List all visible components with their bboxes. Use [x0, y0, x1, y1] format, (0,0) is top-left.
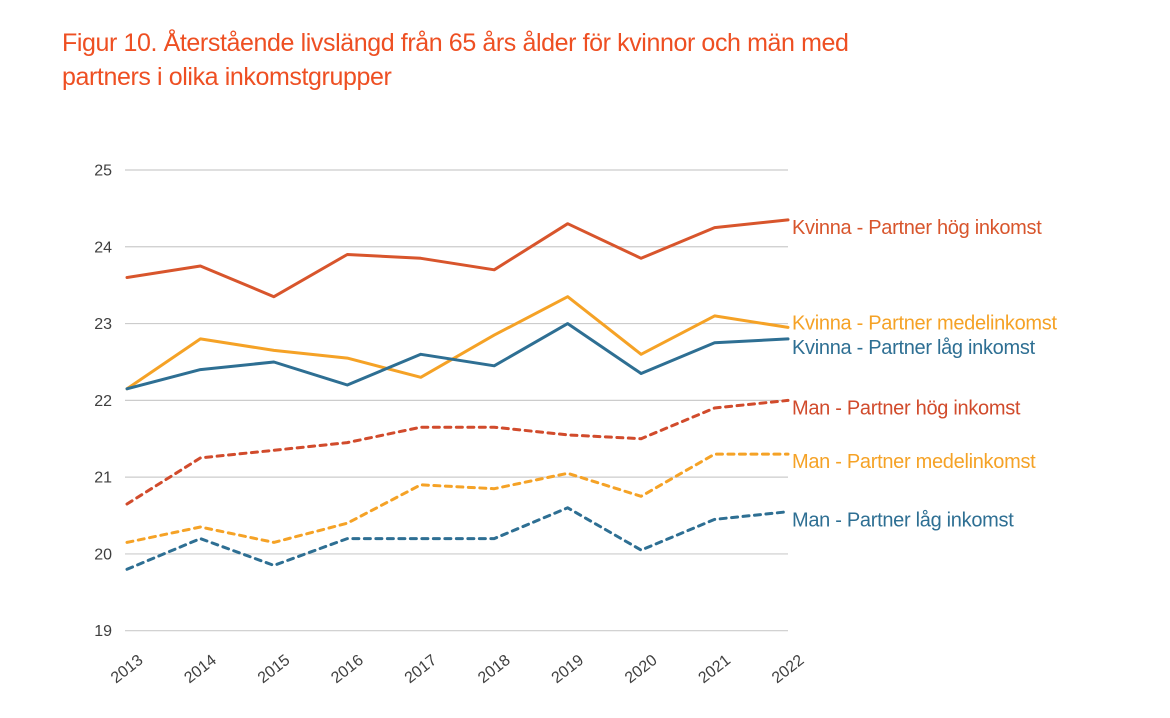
legend-label-kvinna-partner-medelinkomst: Kvinna - Partner medelinkomst — [792, 312, 1057, 334]
legend-label-man-partner-l-g-inkomst: Man - Partner låg inkomst — [792, 510, 1014, 532]
x-tick-label: 2017 — [402, 652, 441, 687]
x-tick-label: 2020 — [622, 652, 661, 687]
y-tick-label: 24 — [94, 239, 112, 256]
series-line-kvinna-partner-l-g-inkomst — [125, 322, 790, 391]
x-tick-label: 2015 — [255, 652, 294, 687]
y-tick-label: 21 — [94, 470, 112, 487]
legend-label-kvinna-partner-l-g-inkomst: Kvinna - Partner låg inkomst — [792, 337, 1036, 359]
series-line-man-partner-medelinkomst — [125, 452, 790, 544]
series-line-man-partner-l-g-inkomst — [125, 506, 790, 571]
x-tick-label: 2018 — [475, 652, 514, 687]
x-tick-label: 2022 — [769, 652, 808, 687]
series-line-kvinna-partner-h-g-inkomst — [125, 218, 790, 299]
legend-label-man-partner-medelinkomst: Man - Partner medelinkomst — [792, 451, 1036, 473]
y-tick-label: 22 — [94, 393, 112, 410]
x-tick-label: 2019 — [549, 652, 588, 687]
x-tick-label: 2021 — [696, 652, 735, 687]
y-tick-label: 23 — [94, 316, 112, 333]
y-tick-label: 20 — [94, 546, 112, 563]
x-tick-label: 2013 — [108, 652, 147, 687]
series-line-kvinna-partner-medelinkomst — [125, 295, 790, 391]
y-tick-label: 19 — [94, 623, 112, 640]
figure-title: Figur 10. Återstående livslängd från 65 … — [62, 29, 849, 91]
series-line-man-partner-h-g-inkomst — [125, 398, 790, 506]
x-tick-label: 2014 — [181, 652, 220, 687]
legend-label-kvinna-partner-h-g-inkomst: Kvinna - Partner hög inkomst — [792, 217, 1042, 239]
y-tick-label: 25 — [94, 163, 112, 180]
x-tick-label: 2016 — [328, 652, 367, 687]
legend-label-man-partner-h-g-inkomst: Man - Partner hög inkomst — [792, 397, 1021, 419]
